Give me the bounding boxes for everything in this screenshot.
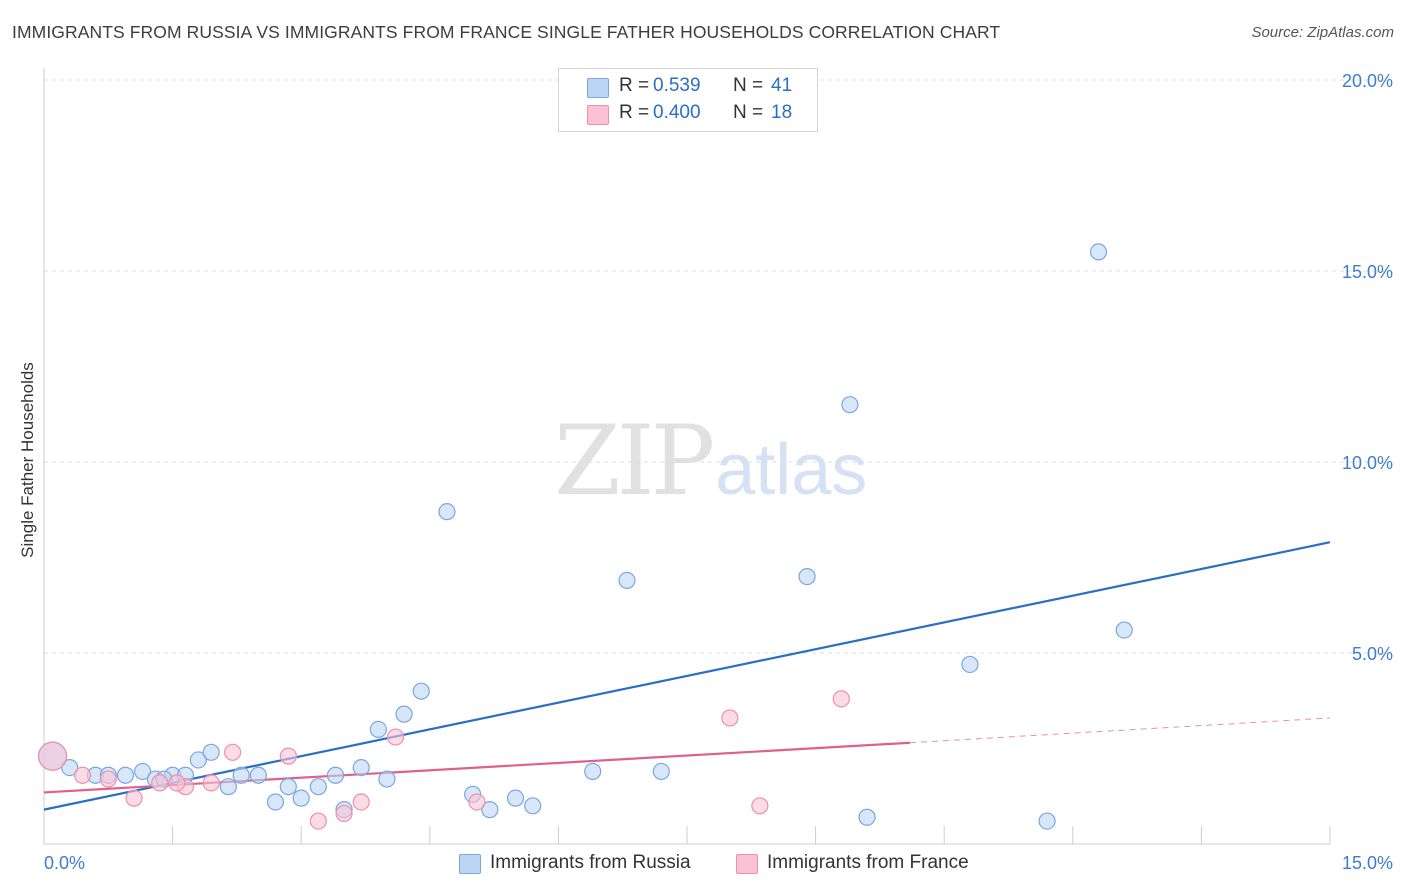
y-axis-label: Single Father Households <box>18 362 37 558</box>
chart-title: IMMIGRANTS FROM RUSSIA VS IMMIGRANTS FRO… <box>12 22 1001 42</box>
legend-r-value-russia: 0.539 <box>653 75 701 96</box>
data-point-france <box>125 789 143 807</box>
data-point-russia <box>189 751 207 769</box>
data-point-russia <box>292 789 310 807</box>
data-point-russia <box>202 743 220 761</box>
data-point-russia <box>438 503 456 521</box>
legend-r-value-france: 0.400 <box>653 102 701 123</box>
data-point-france <box>202 774 220 792</box>
legend-r-label: R = <box>619 75 650 96</box>
data-point-france <box>279 747 297 765</box>
legend-swatch-russia <box>587 78 609 98</box>
data-point-france <box>721 709 739 727</box>
data-point-russia <box>369 720 387 739</box>
data-point-france <box>309 812 327 830</box>
data-point-russia <box>961 655 979 674</box>
legend-n-value-france: 18 <box>771 102 793 123</box>
data-point-france <box>352 793 370 811</box>
data-point-russia <box>584 762 602 781</box>
y-tick-label: 5.0% <box>1352 644 1393 664</box>
axes <box>43 68 1331 845</box>
correlation-legend: R = 0.539 N = 41 R = 0.400 N = 18 <box>558 68 818 132</box>
data-point-france <box>468 793 486 811</box>
data-point-russia <box>395 705 413 723</box>
legend-r-label: R = <box>619 102 650 123</box>
data-point-russia <box>1089 243 1108 261</box>
data-point-france <box>751 797 769 815</box>
data-point-russia <box>506 789 525 807</box>
data-point-france <box>335 804 353 823</box>
legend-n-label: N = <box>733 102 764 123</box>
data-point-russia <box>841 396 859 414</box>
legend-label-russia: Immigrants from Russia <box>490 852 691 873</box>
data-point-russia <box>326 766 345 784</box>
source-credit: Source: ZipAtlas.com <box>1251 24 1394 41</box>
watermark-atlas: atlas <box>715 430 868 510</box>
data-point-france <box>99 770 117 788</box>
data-point-russia <box>116 766 135 784</box>
legend-swatch-france <box>736 854 758 874</box>
data-point-russia <box>219 778 237 796</box>
data-point-france <box>224 743 242 761</box>
data-point-russia <box>133 762 152 781</box>
data-point-russia <box>618 571 636 590</box>
legend-swatch-france <box>587 105 609 125</box>
data-point-russia <box>1115 621 1133 639</box>
data-points <box>37 243 1133 830</box>
data-point-russia <box>249 766 267 784</box>
data-point-france <box>37 741 68 771</box>
data-point-france <box>151 774 169 792</box>
grid-lines <box>44 79 1390 654</box>
data-point-russia <box>652 762 670 781</box>
data-point-france <box>168 774 186 792</box>
data-point-russia <box>412 682 430 700</box>
legend-n-value-russia: 41 <box>771 75 793 96</box>
data-point-russia <box>798 567 816 586</box>
data-point-russia <box>524 797 542 815</box>
data-point-france <box>73 766 92 784</box>
legend-swatch-russia <box>459 854 481 874</box>
data-point-russia <box>309 778 327 796</box>
watermark-zip: ZIP <box>554 405 715 517</box>
watermark: ZIPatlas <box>554 405 867 517</box>
y-tick-label: 10.0% <box>1342 453 1393 473</box>
trend-line-france-extension <box>909 717 1331 744</box>
trend-line-russia <box>43 541 1331 811</box>
data-point-russia <box>279 778 297 796</box>
legend-n-label: N = <box>733 75 764 96</box>
data-point-russia <box>232 766 250 784</box>
y-tick-label: 15.0% <box>1342 262 1393 282</box>
y-tick-label: 20.0% <box>1342 71 1393 91</box>
x-tick-label: 15.0% <box>1342 853 1393 873</box>
data-point-russia <box>858 808 876 826</box>
data-point-russia <box>378 770 396 788</box>
data-point-france <box>832 690 850 708</box>
data-point-russia <box>352 758 370 777</box>
x-tick-label: 0.0% <box>44 853 85 873</box>
data-point-russia <box>1038 812 1056 830</box>
data-point-russia <box>481 801 499 819</box>
data-point-russia <box>266 793 285 811</box>
data-point-russia <box>61 758 79 777</box>
tick-labels: 5.0% 10.0% 15.0% 20.0% 0.0% 15.0% <box>44 71 1393 873</box>
data-point-france <box>386 728 405 746</box>
legend-label-france: Immigrants from France <box>767 852 969 873</box>
